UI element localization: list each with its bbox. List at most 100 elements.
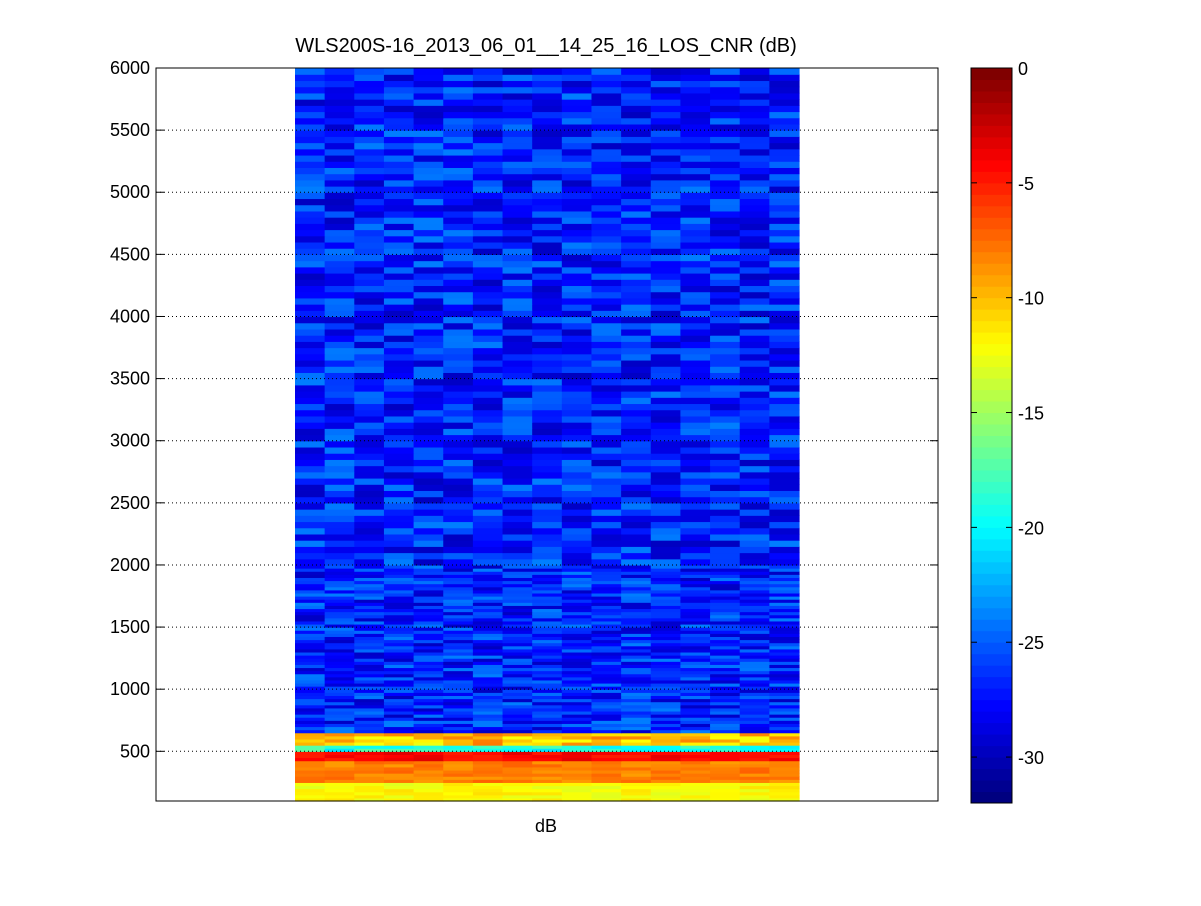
heatmap-cell [650,769,682,774]
heatmap-cell [710,540,741,547]
heatmap-cell [739,123,770,131]
colorbar-step [971,573,1012,586]
heatmap-cell [354,148,385,156]
heatmap-cell [650,673,682,678]
heatmap-cell [710,142,741,150]
heatmap-cell [739,359,770,367]
heatmap-cell [472,720,504,724]
heatmap-cell [680,564,711,569]
heatmap-cell [354,204,385,212]
heatmap-cell [443,745,474,749]
heatmap-cell [710,745,741,749]
heatmap-cell [621,732,652,737]
heatmap-cell [591,409,622,417]
heatmap-cell [591,791,622,796]
colorbar-tick-label: -20 [1018,518,1044,538]
heatmap-cell [413,564,444,569]
heatmap-cell [561,661,593,665]
heatmap-cell [650,782,682,787]
heatmap-cell [532,642,563,647]
heatmap-cell [769,285,800,293]
heatmap-cell [443,546,474,554]
heatmap-cell [383,173,415,181]
heatmap-cell [739,428,770,436]
heatmap-cell [295,459,326,467]
heatmap-cell [413,291,444,299]
heatmap-cell [295,695,326,700]
heatmap-cell [532,692,563,696]
heatmap-cell [680,655,711,659]
heatmap-cell [324,509,355,516]
heatmap-cell [591,797,622,802]
heatmap-cell [413,335,444,342]
heatmap-cell [680,68,711,75]
heatmap-cell [532,695,563,700]
heatmap-cell [680,757,711,762]
heatmap-cell [324,235,355,243]
heatmap-cell [295,630,326,634]
heatmap-cell [354,223,385,231]
heatmap-cell [680,695,711,700]
heatmap-cell [621,623,652,628]
heatmap-cell [680,279,711,287]
heatmap-cell [502,229,533,237]
heatmap-cell [650,179,682,187]
heatmap-cell [680,266,711,274]
colorbar-step [971,355,1012,368]
heatmap-cell [769,86,800,94]
heatmap-cell [443,636,474,641]
heatmap-cell [354,248,385,255]
colorbar-step [971,780,1012,793]
heatmap-cell [295,99,326,106]
heatmap-cell [354,766,385,771]
heatmap-cell [591,74,622,82]
heatmap-cell [591,297,622,305]
heatmap-cell [710,614,741,619]
heatmap-cell [413,403,444,411]
heatmap-cell [383,664,415,669]
y-tick-label: 3500 [110,369,150,389]
heatmap-cell [561,490,593,498]
heatmap-cell [650,692,682,696]
heatmap-cell [769,714,800,718]
heatmap-cell [739,322,770,330]
heatmap-cell [769,80,800,88]
heatmap-cell [739,682,770,687]
heatmap-cell [472,186,504,193]
heatmap-cell [324,717,355,721]
colorbar-step [971,619,1012,632]
heatmap-cell [383,154,415,162]
heatmap-cell [354,627,385,631]
heatmap-cell [532,291,563,299]
heatmap-cell [472,773,504,777]
heatmap-cell [650,440,682,448]
heatmap-cell [650,779,682,783]
heatmap-cell [591,741,622,746]
heatmap-cell [591,583,622,588]
heatmap-cell [591,679,622,684]
heatmap-cell [472,465,504,473]
heatmap-cell [383,490,415,498]
heatmap-cell [769,723,800,728]
heatmap-cell [383,633,415,637]
heatmap-cell [413,794,444,799]
heatmap-cell [413,602,444,606]
heatmap-cell [295,667,326,672]
heatmap-cell [710,440,741,448]
heatmap-cell [532,366,563,373]
heatmap-cell [769,636,800,641]
colorbar-step [971,412,1012,425]
heatmap-cell [591,136,622,144]
heatmap-cell [383,68,415,75]
heatmap-cell [710,748,741,752]
heatmap-cell [621,729,652,734]
heatmap-cell [383,198,415,206]
heatmap-cell [680,726,711,731]
heatmap-cell [680,751,711,756]
heatmap-cell [769,745,800,749]
heatmap-cell [561,391,593,398]
heatmap-cell [502,316,533,324]
heatmap-cell [472,204,504,212]
heatmap-cell [383,92,415,100]
heatmap-cell [472,496,504,504]
